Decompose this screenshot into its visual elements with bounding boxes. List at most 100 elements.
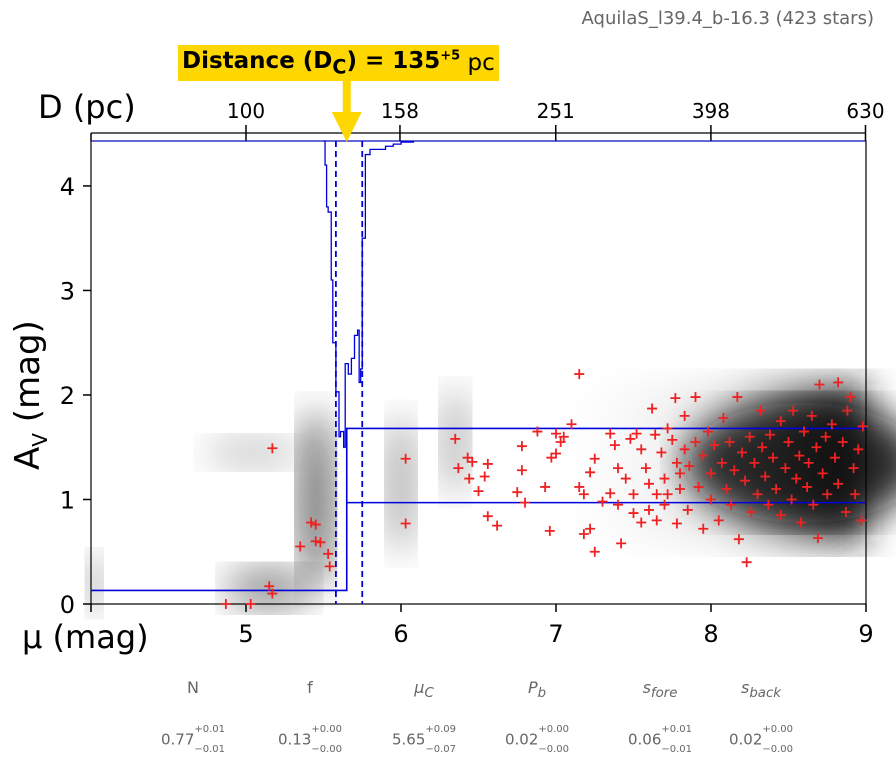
star-marker xyxy=(310,519,321,530)
param-value: 0.77+0.01 −0.01 xyxy=(160,724,226,755)
x-tick-label: 5 xyxy=(238,620,253,648)
posterior-step-curve xyxy=(323,140,415,448)
star-marker xyxy=(613,499,623,510)
star-marker xyxy=(795,517,806,528)
star-marker xyxy=(620,473,631,484)
star-marker xyxy=(551,448,561,459)
star-marker xyxy=(574,481,585,492)
star-marker xyxy=(757,442,768,453)
star-marker xyxy=(732,392,743,403)
star-marker xyxy=(245,599,256,609)
star-marker xyxy=(709,440,720,451)
star-marker xyxy=(566,419,577,430)
star-marker xyxy=(820,431,831,442)
top-tick-label: 158 xyxy=(381,99,419,123)
star-marker xyxy=(589,453,600,464)
star-marker xyxy=(713,515,724,526)
param-name: μC xyxy=(414,678,434,702)
star-marker xyxy=(802,481,813,492)
star-marker xyxy=(724,437,735,448)
star-marker xyxy=(295,541,306,552)
star-marker xyxy=(786,494,797,505)
star-marker xyxy=(220,599,231,609)
distance-unit: pc xyxy=(467,50,495,76)
star-marker xyxy=(775,510,786,521)
star-marker xyxy=(808,499,819,510)
star-marker xyxy=(651,515,662,526)
star-marker xyxy=(679,410,690,421)
star-marker xyxy=(733,534,744,545)
star-marker xyxy=(690,437,701,448)
param-name: sfore xyxy=(642,678,678,702)
star-marker xyxy=(453,463,464,474)
y-tick-label: 4 xyxy=(60,173,75,201)
param-name: f xyxy=(307,678,313,697)
star-marker xyxy=(512,487,523,498)
star-marker xyxy=(749,457,760,468)
star-marker xyxy=(817,468,828,479)
star-marker xyxy=(698,523,709,534)
distance-arrow-head xyxy=(331,112,362,142)
star-marker xyxy=(848,463,859,474)
x-tick-label: 6 xyxy=(393,620,408,648)
star-marker xyxy=(400,518,411,529)
star-marker xyxy=(693,481,704,492)
star-marker xyxy=(516,441,527,452)
star-marker xyxy=(744,431,755,442)
star-marker xyxy=(830,452,840,463)
distance-label: Distance (D xyxy=(182,47,333,74)
x-axis-label: μ (mag) xyxy=(22,618,149,656)
star-marker xyxy=(752,489,763,500)
star-marker xyxy=(799,426,809,437)
star-marker xyxy=(640,463,651,474)
star-marker xyxy=(659,473,670,484)
star-marker xyxy=(763,499,774,510)
star-marker xyxy=(585,467,596,478)
star-marker xyxy=(822,489,833,500)
star-marker xyxy=(558,431,569,442)
star-marker xyxy=(741,557,752,568)
distance-banner: Distance (DC) = 135+5 pc xyxy=(178,45,499,81)
density-column xyxy=(297,409,334,590)
star-marker xyxy=(791,473,802,484)
x-tick-label: 9 xyxy=(858,620,873,648)
star-marker xyxy=(616,538,627,549)
star-marker xyxy=(675,484,685,495)
star-marker xyxy=(324,561,335,572)
distance-plus: +5 xyxy=(440,48,461,64)
top-tick-label: 100 xyxy=(227,99,265,123)
star-marker xyxy=(755,405,766,416)
density-band xyxy=(203,436,304,469)
star-marker xyxy=(450,433,461,444)
star-marker xyxy=(702,426,713,437)
star-marker xyxy=(679,444,690,455)
star-marker xyxy=(464,473,475,484)
star-marker xyxy=(671,518,682,529)
star-marker xyxy=(555,437,566,448)
chart-source-title: AquilaS_l39.4_b-16.3 (423 stars) xyxy=(581,8,874,29)
star-marker xyxy=(597,496,608,507)
star-marker xyxy=(644,478,654,489)
star-marker xyxy=(631,428,642,439)
star-marker xyxy=(718,412,729,423)
star-marker xyxy=(467,456,478,467)
star-marker xyxy=(532,426,543,437)
star-marker xyxy=(780,463,791,474)
star-marker xyxy=(662,423,673,434)
star-marker xyxy=(746,507,757,518)
top-tick-label: 251 xyxy=(537,99,575,123)
param-value: 5.65+0.09 −0.07 xyxy=(391,724,457,755)
param-value: 0.02+0.00 −0.00 xyxy=(728,724,794,755)
star-marker xyxy=(675,468,685,479)
star-marker xyxy=(783,437,794,448)
star-marker xyxy=(726,499,737,510)
star-marker xyxy=(540,481,551,492)
star-marker xyxy=(644,504,654,515)
param-name: sback xyxy=(740,678,782,702)
star-marker xyxy=(729,465,740,476)
star-marker xyxy=(826,419,837,430)
star-marker xyxy=(625,433,636,444)
star-marker xyxy=(585,523,596,534)
star-marker xyxy=(659,499,670,510)
y-tick-label: 2 xyxy=(60,382,75,410)
